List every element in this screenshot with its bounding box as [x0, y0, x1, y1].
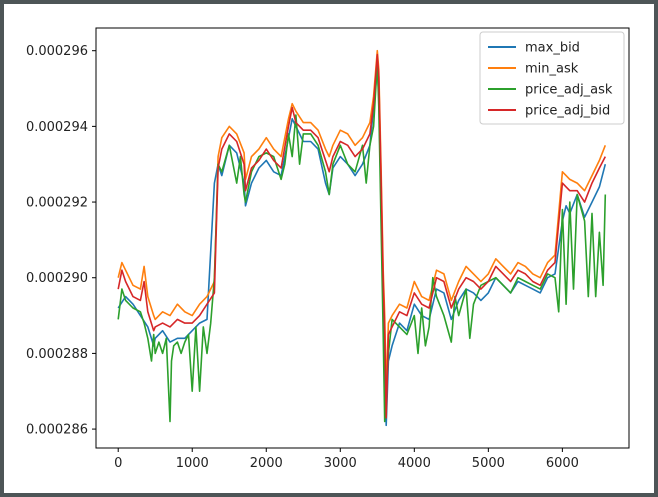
- x-tick-label: 5000: [472, 456, 505, 471]
- plot-area-frame: [95, 27, 630, 449]
- x-tick-label: 2000: [250, 456, 283, 471]
- legend-label-price-adj-bid: price_adj_bid: [525, 104, 610, 119]
- series-line-price-adj-bid: [117, 53, 607, 419]
- figure-frame: 0 1000 2000 3000 4000 5000 6000 0.000286 0.0002…: [4, 4, 654, 493]
- x-tick-label: 4000: [398, 456, 431, 471]
- y-tick-label: 0.000294: [26, 120, 88, 135]
- y-tick-label: 0.000296: [26, 44, 88, 59]
- legend-label-max-bid: max_bid: [525, 41, 580, 56]
- y-tick-label: 0.000288: [26, 347, 88, 362]
- legend: max_bid min_ask price_adj_ask price_adj_bid: [479, 31, 625, 125]
- x-tick-label: 3000: [324, 456, 357, 471]
- y-axis: 0.000286 0.000288 0.000290 0.000292 0.000294…: [26, 44, 96, 438]
- series-line-min-ask: [117, 49, 607, 393]
- series-layer: [117, 49, 607, 427]
- x-tick-label: 6000: [546, 456, 579, 471]
- y-tick-label: 0.000286: [26, 423, 88, 438]
- x-tick-label: 1000: [176, 456, 209, 471]
- y-tick-label: 0.000292: [26, 196, 88, 211]
- y-tick-label: 0.000290: [26, 271, 88, 286]
- series-line-price-adj-ask: [117, 61, 607, 423]
- x-axis: 0 1000 2000 3000 4000 5000 6000: [114, 448, 579, 471]
- legend-label-price-adj-ask: price_adj_ask: [525, 83, 613, 98]
- legend-label-min-ask: min_ask: [525, 62, 579, 77]
- legend-box: [479, 31, 625, 125]
- line-chart: 0 1000 2000 3000 4000 5000 6000 0.0002860.0002…: [26, 27, 630, 471]
- x-tick-label: 0: [114, 456, 122, 471]
